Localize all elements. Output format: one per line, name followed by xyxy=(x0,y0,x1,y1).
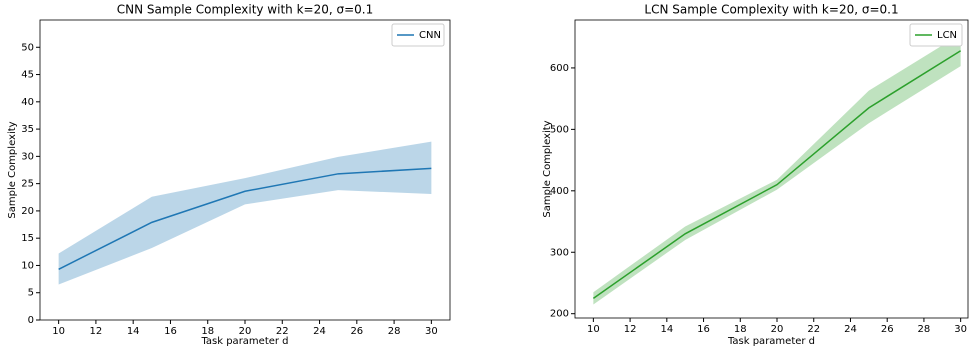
x-tick-label: 12 xyxy=(90,326,103,337)
y-tick-label: 300 xyxy=(550,247,569,258)
y-tick-label: 35 xyxy=(21,124,34,135)
y-tick-label: 20 xyxy=(21,206,34,217)
x-tick-label: 14 xyxy=(660,324,673,335)
y-tick-label: 25 xyxy=(21,179,34,190)
y-tick-label: 0 xyxy=(28,315,34,326)
chart-title: CNN Sample Complexity with k=20, σ=0.1 xyxy=(117,3,373,17)
x-tick-label: 28 xyxy=(918,324,931,335)
confidence-band xyxy=(593,34,961,305)
y-tick-label: 15 xyxy=(21,233,34,244)
line xyxy=(58,167,432,270)
x-tick-label: 20 xyxy=(771,324,784,335)
x-tick-label: 24 xyxy=(844,324,857,335)
y-tick-label: 10 xyxy=(21,260,34,271)
x-tick-label: 28 xyxy=(388,326,401,337)
chart-title: LCN Sample Complexity with k=20, σ=0.1 xyxy=(644,3,898,17)
x-tick-label: 18 xyxy=(201,326,214,337)
x-axis-label: Task parameter d xyxy=(727,336,815,347)
legend-label: LCN xyxy=(937,30,957,41)
y-axis-label: Sample Complexity xyxy=(7,121,18,218)
x-tick-label: 10 xyxy=(52,326,65,337)
x-tick-label: 16 xyxy=(164,326,177,337)
y-tick-label: 30 xyxy=(21,151,34,162)
y-axis-label: Sample Complexity xyxy=(542,120,553,217)
x-tick-label: 18 xyxy=(734,324,747,335)
legend-box xyxy=(391,23,445,47)
y-tick-label: 600 xyxy=(550,63,569,74)
x-tick-label: 24 xyxy=(313,326,326,337)
x-axis-label: Task parameter d xyxy=(200,336,288,347)
y-tick-label: 45 xyxy=(21,70,34,81)
x-tick-label: 10 xyxy=(587,324,600,335)
plot-frame xyxy=(574,19,969,319)
x-tick-label: 22 xyxy=(807,324,820,335)
confidence-band xyxy=(58,141,432,285)
x-tick-label: 30 xyxy=(954,324,967,335)
line xyxy=(592,50,962,299)
y-tick-label: 5 xyxy=(28,288,34,299)
y-tick-label: 40 xyxy=(21,97,34,108)
x-tick-label: 30 xyxy=(425,326,438,337)
y-tick-label: 400 xyxy=(550,186,569,197)
x-tick-label: 16 xyxy=(697,324,710,335)
y-tick-label: 50 xyxy=(21,42,34,53)
x-tick-label: 12 xyxy=(624,324,637,335)
x-tick-label: 22 xyxy=(276,326,289,337)
x-tick-label: 26 xyxy=(350,326,363,337)
x-tick-label: 20 xyxy=(239,326,252,337)
legend-label: CNN xyxy=(419,30,441,41)
x-tick-label: 26 xyxy=(881,324,894,335)
y-tick-label: 500 xyxy=(550,124,569,135)
y-tick-label: 200 xyxy=(550,309,569,320)
x-tick-label: 14 xyxy=(127,326,140,337)
legend-box xyxy=(909,23,963,47)
